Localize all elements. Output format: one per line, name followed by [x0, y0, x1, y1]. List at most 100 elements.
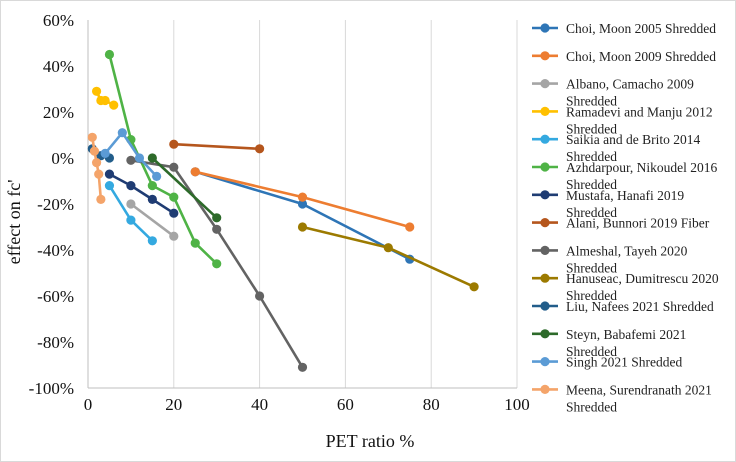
data-point [104, 49, 115, 60]
series-line [173, 142, 260, 151]
series-6 [104, 169, 179, 218]
x-tick-label: 0 [84, 395, 93, 414]
legend-entry-7: Alani, Bunnori 2019 Fiber [532, 216, 710, 231]
legend: Choi, Moon 2005 Shredded Choi, Moon 2009 … [532, 21, 719, 414]
data-point [169, 162, 179, 172]
data-point [169, 139, 179, 149]
legend-entry-1: Choi, Moon 2009 Shredded [532, 49, 716, 64]
legend-marker [540, 301, 550, 311]
legend-marker [540, 218, 550, 228]
series-1 [190, 167, 415, 232]
legend-marker [540, 273, 550, 283]
data-point [297, 192, 308, 202]
series-9 [297, 222, 479, 292]
data-point [126, 215, 136, 225]
y-tick-label: 0% [51, 149, 74, 168]
legend-marker [540, 106, 550, 116]
data-point [126, 199, 136, 209]
y-tick-label: -80% [37, 333, 74, 352]
y-tick-label: -20% [37, 195, 74, 214]
data-point [147, 181, 157, 191]
data-point [212, 224, 222, 234]
data-point [212, 213, 222, 223]
legend-marker [540, 329, 550, 339]
data-point [152, 171, 162, 181]
grid-layer [173, 20, 518, 388]
data-point [126, 181, 136, 191]
legend-label: Choi, Moon 2005 Shredded [566, 21, 716, 36]
series-line [151, 157, 218, 219]
x-tick-label: 100 [504, 395, 530, 414]
series-line [104, 131, 158, 178]
series-2 [126, 199, 179, 241]
data-point [91, 158, 102, 168]
legend-label: Choi, Moon 2009 Shredded [566, 49, 716, 64]
data-point [134, 153, 145, 163]
legend-entry-8: Almeshal, Tayeh 2020 Shredded [532, 243, 688, 275]
legend-marker [540, 134, 550, 144]
data-point [147, 194, 157, 204]
legend-label: Saikia and de Brito 2014 Shredded [566, 132, 700, 164]
legend-entry-6: Mustafa, Hanafi 2019 Shredded [532, 188, 684, 220]
x-tick-label: 20 [165, 395, 182, 414]
y-tick-label: -100% [29, 379, 74, 398]
legend-label: Albano, Camacho 2009 Shredded [566, 77, 694, 109]
series-4 [104, 181, 157, 246]
data-point [94, 169, 104, 179]
data-point [89, 146, 100, 156]
data-point [169, 192, 179, 202]
series-line [302, 225, 475, 288]
data-point [126, 155, 136, 165]
legend-entry-3: Ramadevi and Manju 2012 Shredded [532, 104, 713, 136]
legend-marker [540, 23, 550, 33]
series-line [108, 172, 175, 215]
y-tick-label: -40% [37, 241, 74, 260]
data-point [117, 128, 127, 138]
data-point [297, 222, 308, 232]
series-11 [147, 153, 222, 223]
data-point [190, 238, 200, 248]
data-point [405, 222, 415, 232]
data-point [91, 86, 102, 96]
x-tick-label: 80 [423, 395, 440, 414]
data-point [212, 259, 222, 269]
legend-entry-0: Choi, Moon 2005 Shredded [532, 21, 716, 36]
legend-label: Liu, Nafees 2021 Shredded [566, 299, 714, 314]
series-0 [190, 167, 415, 264]
legend-label: Singh 2021 Shredded [566, 355, 682, 370]
legend-entry-10: Liu, Nafees 2021 Shredded [532, 299, 714, 314]
legend-entry-11: Steyn, Babafemi 2021 Shredded [532, 327, 686, 359]
legend-marker [540, 162, 550, 172]
x-axis-title: PET ratio % [326, 431, 415, 451]
data-point [100, 148, 110, 158]
legend-marker [540, 357, 550, 367]
legend-marker [540, 190, 550, 200]
data-point [147, 153, 157, 163]
data-point [96, 194, 106, 204]
y-tick-label: -60% [37, 287, 74, 306]
legend-label: Azhdarpour, Nikoudel 2016 Shredded [566, 160, 718, 192]
data-point [255, 291, 265, 301]
series-line [130, 202, 175, 238]
legend-label: Mustafa, Hanafi 2019 Shredded [566, 188, 684, 220]
legend-label: Steyn, Babafemi 2021 Shredded [566, 327, 686, 359]
data-point [469, 282, 479, 292]
y-tick-label: 40% [43, 57, 74, 76]
data-point [169, 208, 179, 218]
y-axis-title: effect on fc' [4, 180, 24, 265]
series-line [108, 54, 218, 265]
legend-label: Ramadevi and Manju 2012 Shredded [566, 104, 713, 136]
legend-entry-9: Hanuseac, Dumitrescu 2020 Shredded [532, 271, 719, 303]
legend-marker [540, 51, 550, 61]
axis-layer: 0 20 40 60 80 100 60% 40% 20% 0% -20% -40% -60% -80% -… [29, 11, 530, 414]
legend-marker [540, 384, 550, 394]
data-point [147, 236, 157, 246]
x-tick-label: 40 [251, 395, 268, 414]
data-point [255, 144, 265, 154]
series-7 [169, 139, 265, 154]
legend-entry-5: Azhdarpour, Nikoudel 2016 Shredded [532, 160, 718, 192]
series-3 [91, 86, 119, 110]
legend-marker [540, 79, 550, 89]
